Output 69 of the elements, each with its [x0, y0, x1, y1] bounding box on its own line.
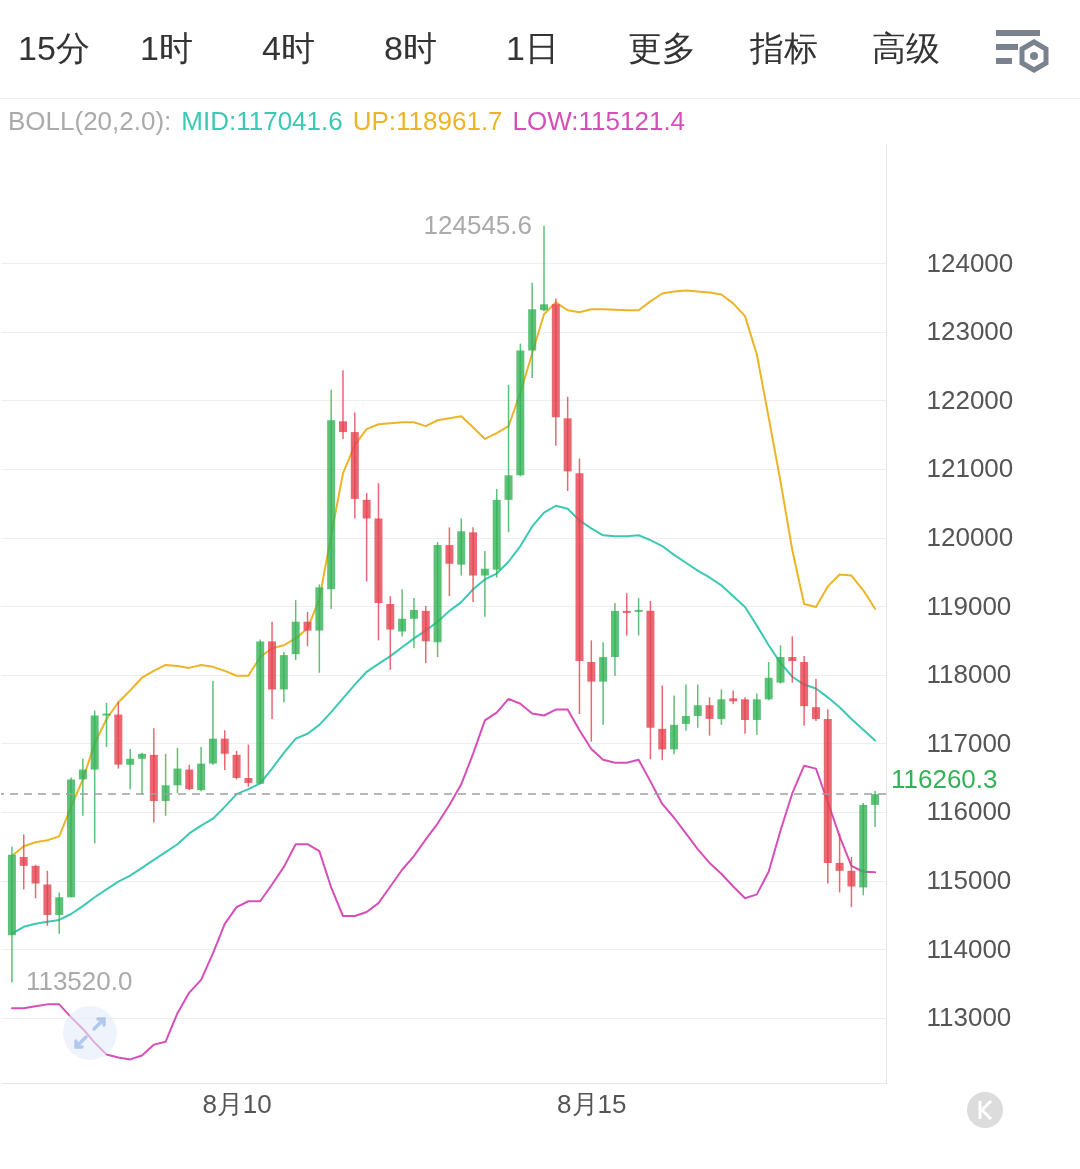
text: 1日 [506, 28, 560, 69]
candlestick [871, 789, 880, 828]
candlestick [126, 748, 135, 790]
candlestick [788, 635, 797, 684]
y-tick-label: 114000 [926, 933, 1012, 964]
candlestick [102, 702, 111, 748]
candlestick [398, 588, 407, 638]
candlestick [137, 752, 146, 795]
candlestick [185, 763, 194, 791]
text: MID:117041.6 [181, 105, 343, 137]
x-tick-label: 8月10 [202, 1088, 272, 1119]
y-tick-label: 120000 [926, 522, 1014, 553]
y-tick-label: 119000 [926, 590, 1012, 621]
candlestick [634, 597, 643, 637]
candlestick [705, 696, 714, 737]
annotation: 124545.6 [423, 209, 533, 240]
y-tick-label: 118000 [926, 659, 1012, 690]
candlestick [693, 683, 702, 729]
annotation: 113520.0 [25, 966, 133, 997]
text: 更多 [628, 28, 697, 69]
y-tick-label: 117000 [926, 727, 1012, 758]
y-tick-label: 122000 [926, 384, 1014, 415]
text: 4时 [262, 28, 316, 69]
line-series [10, 697, 877, 1061]
y-tick-label: 113000 [926, 1002, 1012, 1033]
candlestick [717, 688, 726, 726]
y-tick-label: 116000 [926, 796, 1012, 827]
candlestick [811, 677, 820, 722]
y-tick-label: 115000 [926, 865, 1012, 896]
x-tick-label: 8月15 [557, 1088, 627, 1119]
candlestick [622, 592, 631, 637]
text: 指标 [750, 28, 819, 69]
text: 高级 [872, 28, 941, 69]
candlestick [587, 639, 596, 743]
candlestick [752, 692, 761, 736]
candlestick [409, 597, 418, 650]
candlestick [681, 683, 690, 732]
text: 8时 [384, 28, 438, 69]
y-tick-label: 121000 [926, 453, 1014, 484]
y-tick-label: 123000 [926, 316, 1014, 347]
candlestick [362, 492, 371, 583]
candlestick [741, 696, 750, 735]
text: 15分 [18, 28, 91, 69]
y-tick-label: 124000 [926, 247, 1014, 278]
line-series [10, 289, 877, 858]
candlestick [244, 743, 253, 788]
candlestick [232, 750, 241, 781]
candlestick [55, 891, 64, 935]
candlestick [220, 729, 229, 771]
candlestick [847, 856, 856, 908]
candlestick [480, 550, 489, 618]
candlestick [161, 753, 170, 817]
text: UP:118961.7 [352, 105, 503, 137]
candlestick [658, 684, 667, 761]
ref-line-label: 116260.3 [891, 764, 998, 795]
text: LOW:115121.4 [512, 105, 686, 137]
candlestick [303, 611, 312, 648]
candlestick [835, 832, 844, 894]
candlestick [764, 661, 773, 702]
candlestick [31, 864, 40, 900]
text: 1时 [140, 28, 194, 69]
candlestick [729, 689, 738, 706]
candlestick [338, 369, 347, 440]
candlestick [173, 747, 182, 794]
candlestick [78, 757, 87, 817]
legend-title: BOLL(20,2.0): [8, 105, 172, 137]
candlestick [540, 224, 549, 312]
candlestick [445, 526, 454, 597]
candlestick [19, 833, 28, 891]
